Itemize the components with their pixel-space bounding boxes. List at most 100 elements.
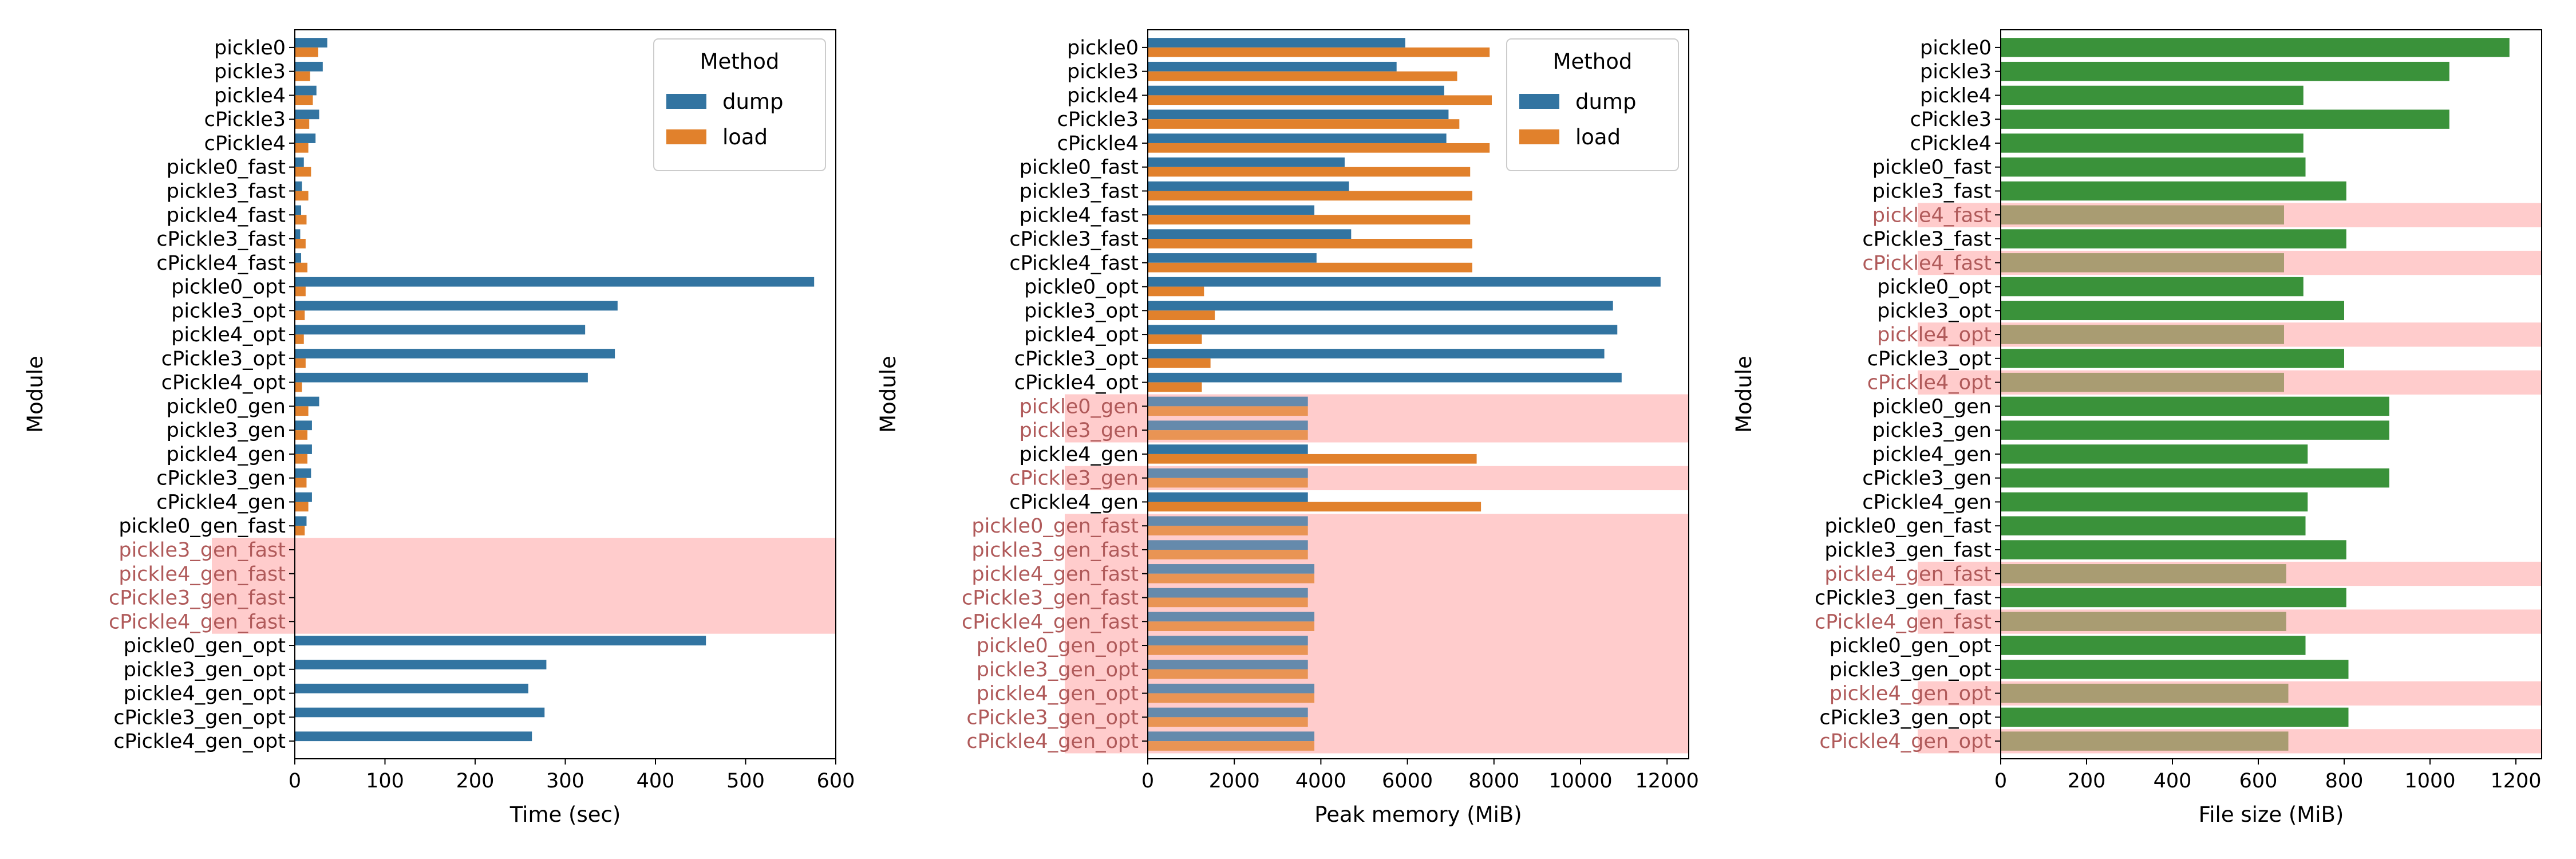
bar-dump-pickle3 (295, 61, 323, 72)
bar-load-pickle3_fast (1148, 191, 1472, 201)
bar-load-cPickle3_opt (1148, 358, 1211, 368)
bar-filesize-pickle0_gen_fast (2001, 516, 2306, 535)
x-tick-label: 0 (1994, 770, 2007, 793)
bar-filesize-cPickle4_gen_opt (2001, 731, 2289, 751)
y-tick-label: cPickle3_gen_fast (1815, 587, 1992, 610)
bar-load-pickle0_opt (295, 286, 306, 297)
bar-filesize-cPickle3_fast (2001, 229, 2346, 249)
y-tick-label: cPickle3_gen_fast (962, 587, 1139, 610)
y-tick-label: pickle0_gen (1020, 395, 1139, 418)
y-tick-label: pickle3_opt (171, 300, 286, 322)
legend-label-dump: dump (722, 89, 783, 114)
bar-load-cPickle4 (295, 143, 309, 153)
bar-load-pickle3_gen_opt (1148, 669, 1308, 679)
y-tick-label: pickle0_gen_opt (124, 635, 286, 657)
bar-filesize-cPickle4_gen_fast (2001, 612, 2286, 631)
y-tick-label: cPickle3_opt (1867, 348, 1992, 371)
bar-load-pickle3_opt (295, 310, 305, 321)
y-tick-label: cPickle4_gen (1009, 491, 1139, 514)
highlight-band (212, 585, 836, 610)
bar-dump-pickle3_opt (295, 301, 618, 311)
y-tick-label: cPickle3_gen_opt (966, 706, 1139, 729)
bar-dump-pickle4_fast (295, 205, 302, 215)
legend-title: Method (1553, 49, 1633, 74)
legend: Method dump load (653, 38, 826, 171)
x-tick-label: 8000 (1468, 770, 1519, 793)
y-tick-label: pickle3 (1920, 61, 1992, 84)
bar-load-pickle0_fast (1148, 167, 1471, 177)
bar-filesize-cPickle3 (2001, 109, 2449, 129)
y-tick-label: cPickle4_gen_fast (962, 610, 1139, 633)
y-tick-label: pickle3_opt (1024, 300, 1139, 322)
bar-filesize-pickle0 (2001, 38, 2510, 57)
bar-load-pickle0_gen_fast (1148, 526, 1308, 535)
bar-dump-pickle4_opt (295, 325, 586, 335)
y-tick-label: cPickle3 (204, 108, 286, 131)
bar-filesize-cPickle4 (2001, 133, 2304, 153)
y-tick-label: pickle0_gen_opt (1830, 635, 1992, 657)
bar-load-cPickle3_gen_opt (1148, 717, 1308, 727)
bar-filesize-pickle3_gen_opt (2001, 660, 2349, 679)
y-tick-label: cPickle4_gen_opt (1819, 730, 1992, 753)
x-tick-label: 400 (637, 770, 675, 793)
y-tick-label: pickle3_gen (167, 419, 286, 442)
bar-load-cPickle4_gen (1148, 502, 1481, 512)
x-tick-label: 1200 (2490, 770, 2541, 793)
highlight-band (212, 561, 836, 586)
y-tick-label: pickle0 (1067, 37, 1139, 60)
legend-swatch-dump (1519, 94, 1559, 109)
y-tick-label: pickle3_gen (1020, 419, 1139, 442)
y-tick-label: pickle0 (214, 37, 286, 60)
y-tick-label: cPickle3_fast (1009, 228, 1139, 251)
bar-load-cPickle4_opt (1148, 382, 1202, 392)
y-tick-label: cPickle3_opt (1014, 348, 1139, 371)
y-tick-label: pickle0_fast (1020, 156, 1139, 179)
bar-dump-pickle0_gen_fast (1148, 516, 1308, 526)
bar-load-pickle0 (295, 47, 318, 57)
bar-filesize-pickle0_gen_opt (2001, 636, 2306, 655)
y-tick-label: pickle0_gen (167, 395, 286, 418)
axes-frame (2000, 29, 2542, 759)
legend-swatch-load (666, 129, 706, 144)
bar-dump-pickle3_fast (1148, 181, 1349, 191)
legend: Method dump load (1506, 38, 1679, 171)
x-axis-label: File size (MiB) (2199, 802, 2344, 827)
bar-dump-cPickle3_gen (295, 468, 311, 478)
bar-load-pickle4_gen (295, 454, 308, 464)
y-tick-label: pickle3_opt (1877, 300, 1992, 322)
legend-title: Method (700, 49, 780, 74)
y-tick-label: pickle0_gen_fast (971, 515, 1139, 538)
bar-dump-pickle4_gen_opt (1148, 683, 1315, 693)
y-tick-label: pickle4_opt (1024, 324, 1139, 346)
x-tick-label: 0 (1141, 770, 1154, 793)
bar-filesize-cPickle4_gen (2001, 492, 2308, 512)
y-tick-label: pickle3_fast (167, 180, 286, 203)
bar-dump-pickle0_gen_fast (295, 516, 307, 526)
bar-dump-cPickle3_fast (1148, 229, 1352, 239)
bar-load-cPickle4_opt (295, 382, 302, 392)
bar-filesize-pickle3 (2001, 61, 2449, 81)
bar-load-pickle3 (295, 71, 310, 81)
bar-dump-pickle3_opt (1148, 301, 1613, 311)
bar-filesize-pickle0_opt (2001, 277, 2304, 297)
bar-load-cPickle3_opt (295, 358, 306, 368)
bar-dump-cPickle4_gen (1148, 492, 1308, 502)
y-axis-label: Module (23, 356, 48, 433)
y-tick-label: cPickle4_gen (1862, 491, 1992, 514)
x-tick-label: 12000 (1635, 770, 1699, 793)
bar-dump-pickle0_fast (1148, 157, 1345, 167)
bar-load-pickle4_fast (295, 215, 307, 224)
bar-load-pickle4 (1148, 95, 1492, 105)
bar-dump-pickle0_gen_opt (1148, 636, 1308, 646)
bar-load-pickle0_gen_opt (1148, 645, 1308, 655)
bar-load-cPickle4_gen_opt (1148, 741, 1315, 751)
bar-load-cPickle3_fast (1148, 239, 1472, 249)
bar-dump-cPickle4_gen_opt (1148, 731, 1315, 742)
bar-dump-cPickle4_gen_opt (295, 731, 532, 742)
y-tick-label: cPickle3 (1057, 108, 1139, 131)
y-tick-label: cPickle4_fast (156, 252, 286, 275)
y-tick-label: pickle0_fast (167, 156, 286, 179)
y-tick-label: pickle3 (1067, 61, 1139, 84)
legend-label-dump: dump (1575, 89, 1636, 114)
bar-dump-pickle3_gen (295, 420, 312, 431)
